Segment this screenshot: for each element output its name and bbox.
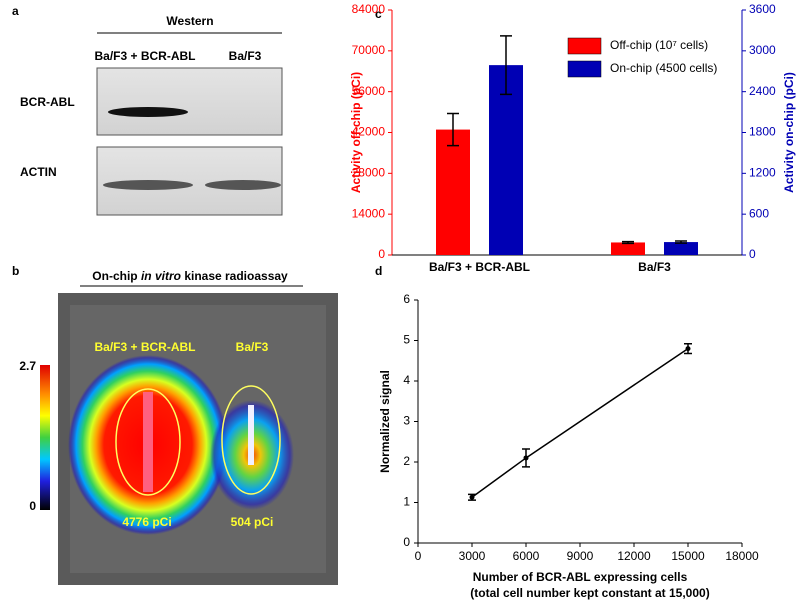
spot-outline: [115, 388, 181, 496]
y-tick-label: 2: [403, 454, 410, 468]
blot-band: [108, 107, 188, 117]
panel-b: b On-chip in vitro kinase radioassay Ba/…: [12, 264, 338, 585]
error-bar: [675, 240, 687, 244]
x-axis-sublabel: (total cell number kept constant at 15,0…: [470, 586, 709, 600]
error-bar: [500, 35, 512, 96]
spot-label: Ba/F3 + BCR-ABL: [94, 340, 195, 354]
title-part: in vitro: [141, 269, 181, 283]
x-tick-label: Ba/F3: [638, 260, 671, 274]
legend-swatch: [567, 37, 602, 55]
y2-tick-label: 0: [749, 247, 756, 261]
y2-tick-label: 1200: [749, 166, 776, 180]
x-tick-label: 12000: [617, 549, 651, 563]
data-point: [685, 346, 691, 352]
panel-letter: a: [12, 4, 19, 18]
y-tick-label: 1: [403, 495, 410, 509]
y-tick-label: 6: [403, 292, 410, 306]
row-label: BCR-ABL: [20, 95, 75, 109]
x-tick-label: 3000: [459, 549, 486, 563]
x-tick-label: 15000: [671, 549, 705, 563]
legend-label: Off-chip (10⁷ cells): [610, 38, 708, 52]
bar: [489, 65, 523, 255]
y2-tick-label: 1800: [749, 125, 776, 139]
y-tick-label: 42000: [352, 125, 386, 139]
bar: [611, 242, 645, 255]
spot-activity: 4776 pCi: [122, 515, 171, 529]
x-tick-label: 0: [415, 549, 422, 563]
error-bar: [622, 240, 634, 245]
x-tick-label: Ba/F3 + BCR-ABL: [429, 260, 530, 274]
colorbar-label: 0: [29, 499, 36, 513]
y-axis-label: Activity off-chip (pCi): [349, 72, 363, 193]
blot-band: [103, 180, 193, 190]
panel-a: a Western Ba/F3 + BCR-ABL Ba/F3 BCR-ABL …: [12, 4, 283, 216]
spot-outline: [221, 385, 281, 495]
signal-streak: [143, 392, 153, 492]
y2-tick-label: 2400: [749, 84, 776, 98]
y-tick-label: 4: [403, 373, 410, 387]
colorbar: [40, 365, 50, 510]
y-tick-label: 70000: [352, 43, 386, 57]
data-line: [471, 347, 689, 498]
panel-letter: b: [12, 264, 19, 278]
title-part: kinase radioassay: [184, 269, 288, 283]
panel-letter: d: [375, 264, 382, 278]
y-tick-label: 5: [403, 333, 410, 347]
y-tick-label: 3: [403, 414, 410, 428]
panel-title: On-chip in vitro kinase radioassay: [92, 269, 288, 283]
blot: [96, 67, 283, 136]
y-tick-label: 28000: [352, 166, 386, 180]
y-tick-label: 84000: [352, 2, 386, 16]
y-tick-label: 0: [403, 535, 410, 549]
signal-streak: [248, 405, 254, 465]
x-tick-label: 18000: [725, 549, 759, 563]
y2-tick-label: 3600: [749, 2, 776, 16]
bar: [436, 129, 470, 255]
lane-label: Ba/F3: [229, 49, 262, 63]
bar: [664, 242, 698, 255]
panel-letter: c: [375, 7, 382, 21]
error-bar: [447, 112, 459, 147]
y-tick-label: 14000: [352, 206, 386, 220]
x-axis-label: Number of BCR-ABL expressing cells: [473, 570, 688, 584]
row-label: ACTIN: [20, 165, 57, 179]
colorbar-label: 2.7: [19, 359, 36, 373]
y-axis-label: Normalized signal: [378, 370, 392, 473]
y2-tick-label: 3000: [749, 43, 776, 57]
spot-activity: 504 pCi: [231, 515, 274, 529]
spot-label: Ba/F3: [236, 340, 269, 354]
y2-tick-label: 600: [749, 206, 769, 220]
data-point: [523, 455, 529, 461]
data-point: [469, 494, 475, 500]
blot-band: [205, 180, 281, 190]
y-tick-label: 56000: [352, 84, 386, 98]
x-tick-label: 6000: [513, 549, 540, 563]
blot-header: Western: [166, 14, 213, 28]
lane-label: Ba/F3 + BCR-ABL: [94, 49, 195, 63]
title-part: On-chip: [92, 269, 137, 283]
x-tick-label: 9000: [567, 549, 594, 563]
legend-swatch: [567, 60, 602, 78]
legend-label: On-chip (4500 cells): [610, 61, 717, 75]
y-tick-label: 0: [378, 247, 385, 261]
y2-axis-label: Activity on-chip (pCi): [782, 72, 796, 193]
